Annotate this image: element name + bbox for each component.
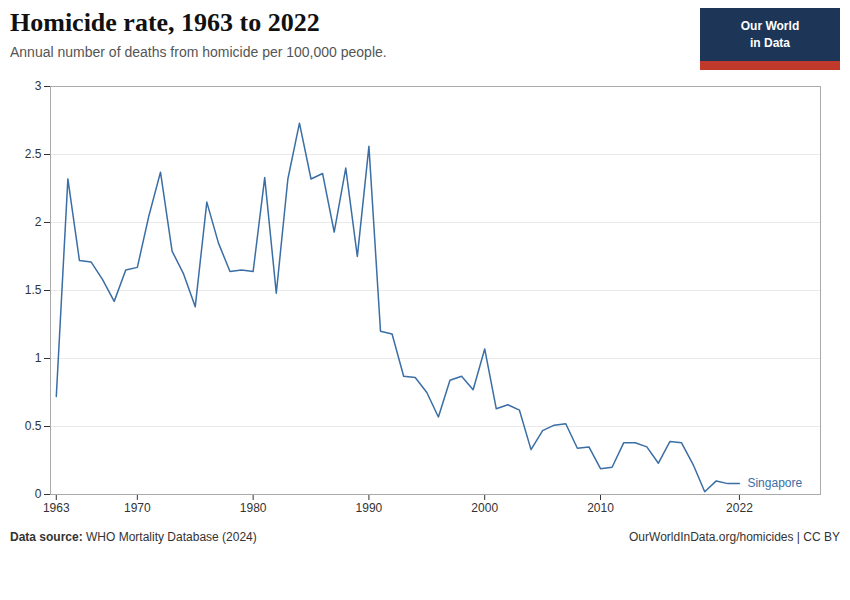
svg-text:0.5: 0.5: [25, 419, 42, 433]
svg-text:2010: 2010: [587, 501, 614, 515]
html-text:in Data: in Data: [750, 35, 790, 50]
html-text:Our World: Our World: [740, 19, 800, 34]
svg-text:2022: 2022: [726, 501, 753, 515]
svg-text:1: 1: [35, 351, 42, 365]
html-text:Homicide rate, 1963 to 2022: Homicide rate, 1963 to 2022: [10, 8, 320, 37]
svg-text:3: 3: [35, 79, 42, 93]
svg-text:1990: 1990: [356, 501, 383, 515]
svg-text:1970: 1970: [124, 501, 151, 515]
html-text:Annual number of deaths from h: Annual number of deaths from homicide pe…: [10, 44, 387, 60]
svg-text:1963: 1963: [43, 501, 70, 515]
svg-text:2000: 2000: [471, 501, 498, 515]
svg-text:0: 0: [35, 487, 42, 501]
svg-text:1980: 1980: [240, 501, 267, 515]
html-text:OurWorldInData.org/homicides |: OurWorldInData.org/homicides | CC BY: [629, 530, 840, 544]
svg-text:2.5: 2.5: [25, 147, 42, 161]
html-text:Data source: WHO Mortality Dat: Data source: WHO Mortality Database (202…: [10, 530, 257, 544]
svg-text:Singapore: Singapore: [747, 476, 802, 490]
svg-text:1.5: 1.5: [25, 283, 42, 297]
svg-text:2: 2: [35, 215, 42, 229]
